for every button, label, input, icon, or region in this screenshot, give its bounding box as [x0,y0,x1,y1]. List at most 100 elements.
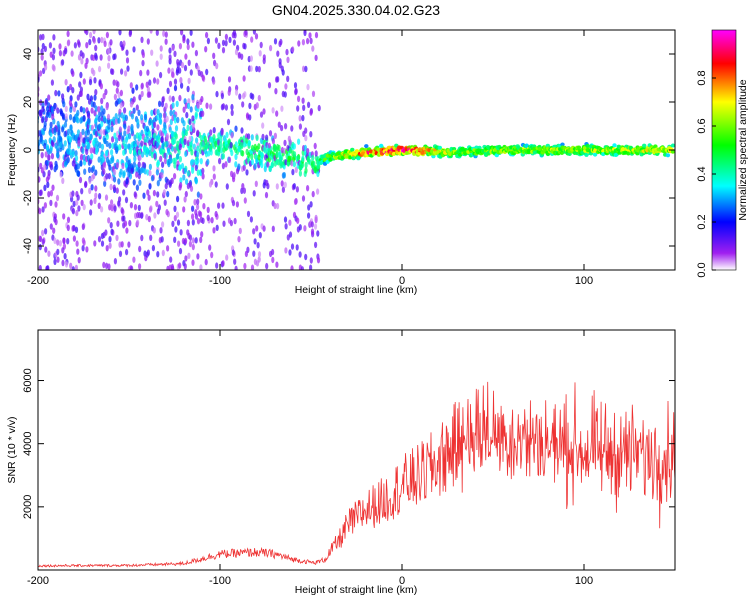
heatmap-cell [311,45,315,52]
heatmap-cell [76,94,80,101]
heatmap-cell [180,162,185,170]
heatmap-cell [166,190,170,198]
heatmap-cell [220,92,224,100]
heatmap-cell [74,150,78,157]
heatmap-cell [83,30,87,34]
heatmap-cell [127,241,131,248]
snr-panel: -200 -100 0 100 2000 4000 6000 Height of strai… [6,329,676,596]
heatmap-cell [130,113,135,120]
heatmap-cell [232,171,236,179]
heatmap-cell [241,183,245,190]
heatmap-cell [52,136,56,143]
heatmap-cell [88,177,92,184]
heatmap-cell [55,194,60,202]
heatmap-cell [77,205,81,212]
heatmap-cell [252,30,256,35]
heatmap-cell [298,123,302,130]
heatmap-cell [190,158,194,166]
heatmap-cell [107,47,111,55]
heatmap-cell [53,237,57,244]
heatmap-cell [298,170,302,177]
heatmap-cell [303,30,307,37]
heatmap-cell [196,129,200,136]
heatmap-cell [80,153,84,161]
heatmap-cell [280,154,284,161]
heatmap-cell [275,183,279,190]
heatmap-cell [100,206,104,213]
heatmap-cell [191,167,195,174]
heatmap-cell [118,108,122,115]
heatmap-cell [306,83,310,91]
heatmap-cell [243,262,247,270]
heatmap-cell [105,31,109,39]
heatmap-cell [106,113,111,121]
heatmap-cell [135,84,139,91]
heatmap-cell [160,136,164,143]
heatmap-cell [183,167,187,174]
heatmap-cell [137,149,142,156]
heatmap-cell [310,228,315,235]
heatmap-cell [187,77,191,85]
heatmap-cell [92,139,96,147]
heatmap-cell [303,225,307,232]
heatmap-cell [148,119,152,126]
heatmap-cell [220,147,224,154]
heatmap-cell [171,95,175,103]
heatmap-cell [173,50,177,57]
heatmap-cell [56,256,60,263]
heatmap-cell [252,250,256,257]
heatmap-cell [303,144,307,152]
heatmap-cell [145,125,150,133]
colorbar-tick-label: 0.6 [696,118,708,133]
heatmap-cell [280,146,284,154]
heatmap-cell [129,82,133,89]
heatmap-cell [146,38,150,45]
heatmap-cell [186,139,190,147]
heatmap-cell [136,118,140,126]
heatmap-cell [156,191,160,198]
heatmap-cell [201,141,205,148]
heatmap-cell [157,136,161,143]
heatmap-cell [185,178,189,185]
heatmap-cell [87,166,92,174]
heatmap-cell [304,127,308,134]
heatmap-cell [313,223,318,230]
heatmap-cell [119,89,123,97]
heatmap-cell [296,105,300,112]
heatmap-cell [124,143,128,150]
heatmap-cell [94,105,98,112]
heatmap-cell [66,157,70,164]
heatmap-cell [356,156,361,161]
heatmap-cell [50,106,54,113]
heatmap-cell [130,167,134,175]
heatmap-cell [234,89,239,96]
heatmap-cell [100,240,105,247]
heatmap-cell [277,151,281,159]
heatmap-cell [104,194,109,201]
heatmap-cell [199,236,203,244]
heatmap-cell [132,46,136,53]
heatmap-cell [155,60,159,67]
heatmap-cell [133,155,137,162]
heatmap-cell [38,243,42,251]
heatmap-cell [293,198,298,205]
heatmap-cell [196,191,200,198]
heatmap-cell [304,134,308,142]
heatmap-cell [97,37,101,44]
heatmap-cell [173,157,177,164]
heatmap-cell [94,148,99,155]
heatmap-cell [186,43,190,51]
heatmap-cell [97,236,102,243]
heatmap-cell [89,209,93,216]
heatmap-cell [191,237,195,244]
heatmap-cell [123,107,127,114]
heatmap-cell [153,212,157,219]
heatmap-cell [176,58,180,66]
heatmap-cell [48,111,52,119]
colorbar: 0.0 0.2 0.4 0.6 0.8 Normalized spectral ampl… [696,29,749,278]
heatmap-cell [115,234,119,242]
heatmap-cell [81,147,85,154]
heatmap-cell [267,82,272,89]
heatmap-cell [257,66,261,73]
heatmap-cell [196,253,200,260]
